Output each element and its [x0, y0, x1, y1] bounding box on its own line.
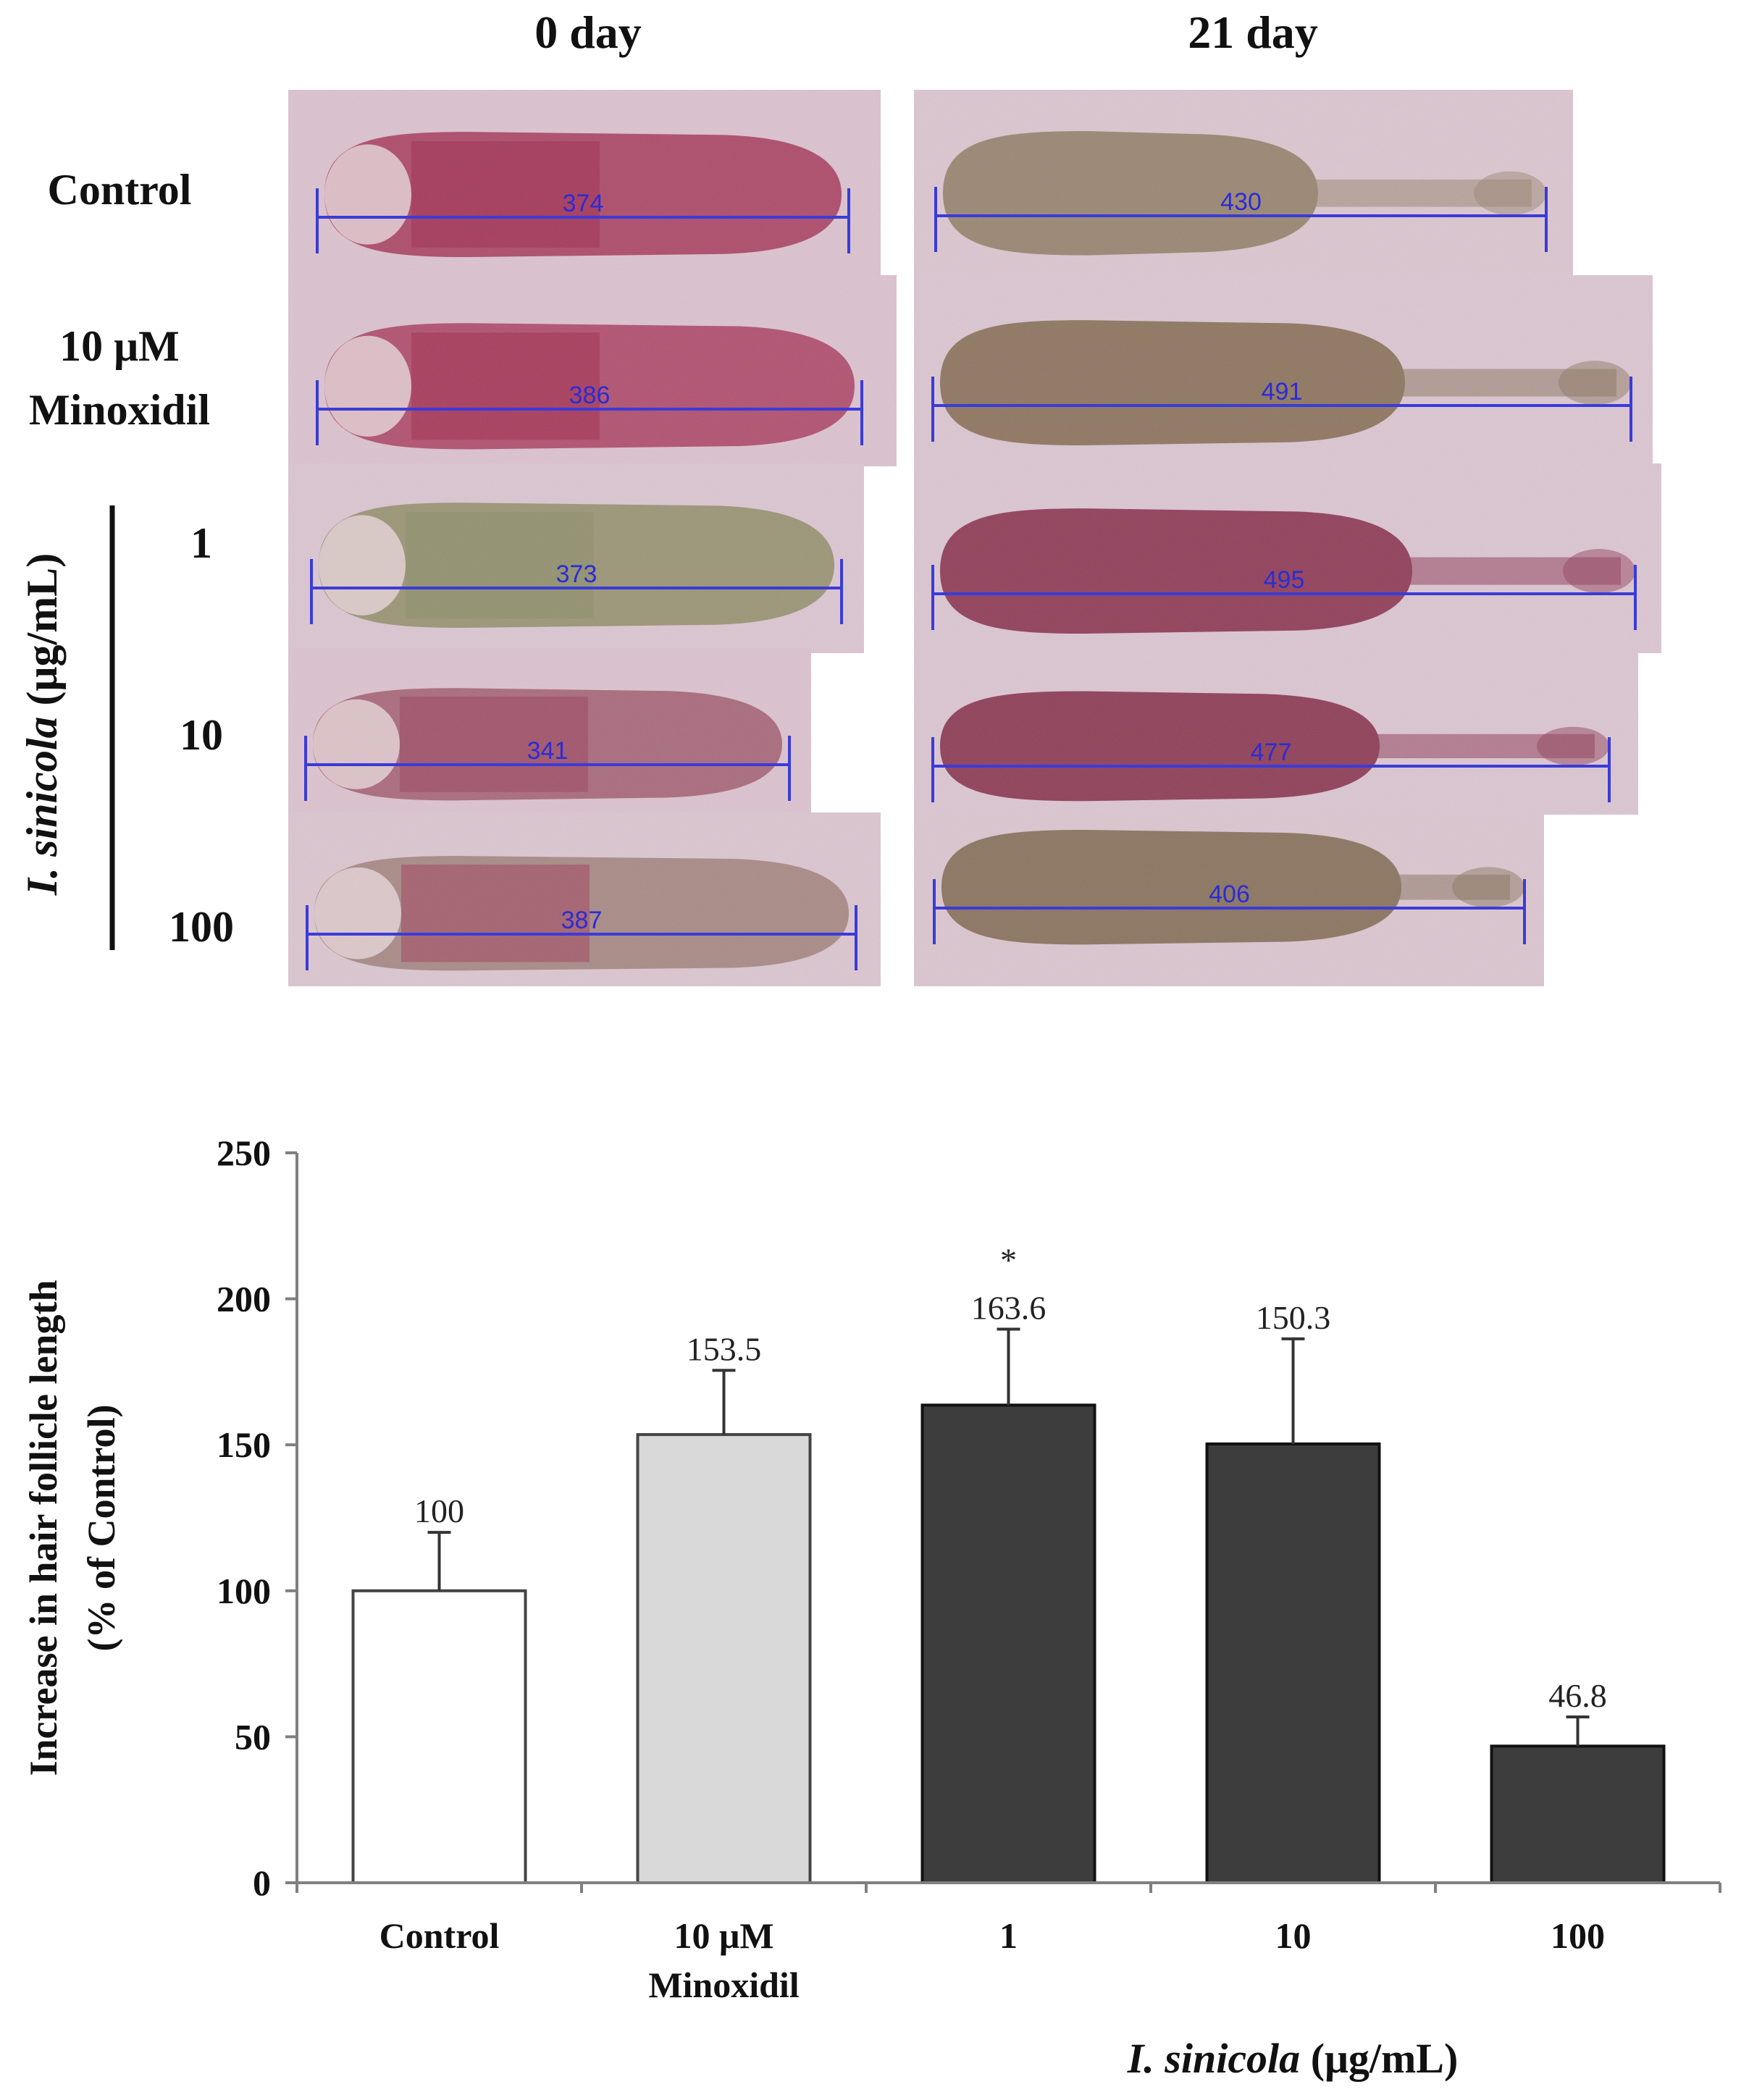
micrograph-day21-row-3: 495 — [914, 463, 1661, 653]
micrograph-panel: 0 day 21 day Control 10 μM Minoxidil 1 1… — [18, 7, 1661, 986]
measurement-value: 373 — [556, 560, 597, 588]
micrograph-images: 374 386 373 341 387 430 491 495 477 406 — [288, 90, 1661, 986]
micrograph-day21-row-5: 406 — [914, 812, 1544, 986]
measurement-value: 406 — [1209, 881, 1250, 908]
micrograph-day0-row-3: 373 — [288, 463, 864, 653]
x-tick-label: Minoxidil — [648, 1965, 799, 2005]
measurement-value: 477 — [1251, 739, 1292, 766]
y-tick-label: 200 — [217, 1279, 271, 1319]
bar-2 — [636, 1433, 812, 1884]
measurement-value: 495 — [1264, 566, 1305, 594]
row-label-minoxidil-dose: 10 μM — [59, 322, 180, 370]
data-label: 153.5 — [687, 1330, 762, 1367]
measurement-value: 491 — [1262, 378, 1303, 406]
bar-1 — [351, 1589, 527, 1885]
micrograph-day21-row-4: 477 — [914, 648, 1638, 815]
micrograph-texture — [288, 275, 897, 466]
data-label: 46.8 — [1548, 1677, 1607, 1714]
x-tick-label: 10 μM — [674, 1915, 773, 1956]
micrograph-day0-row-5: 387 — [288, 812, 881, 986]
measurement-value: 386 — [569, 382, 611, 409]
measurement-value: 374 — [563, 190, 604, 217]
micrograph-day21-row-1: 430 — [914, 90, 1573, 278]
dose-group-separator — [18, 705, 66, 716]
y-axis-ticks: 0 50 100 150 200 250 — [217, 1133, 297, 1903]
measurement-value: 387 — [561, 907, 603, 934]
dose-group-species: I. sinicola — [18, 716, 66, 896]
bar-3 — [920, 1403, 1096, 1884]
column-header-0-day: 0 day — [534, 7, 642, 58]
row-label-dose-100: 100 — [169, 903, 234, 951]
x-axis-label: I. sinicola (μg/mL) — [1127, 2035, 1459, 2082]
micrograph-texture — [914, 812, 1544, 986]
row-label-control: Control — [48, 166, 192, 214]
micrograph-texture — [914, 463, 1661, 653]
column-header-21-day: 21 day — [1188, 7, 1318, 58]
measurement-value: 341 — [527, 737, 569, 765]
y-axis-label-line2: (% of Control) — [80, 1405, 123, 1652]
y-tick-label: 50 — [235, 1716, 271, 1757]
x-axis-categories: Control 10 μM Minoxidil 1 10 100 — [295, 1883, 1721, 2005]
y-axis-label-line1: Increase in hair follicle length — [22, 1280, 65, 1776]
x-axis-label-unit: (μg/mL) — [1300, 2035, 1458, 2082]
y-tick-label: 0 — [253, 1862, 271, 1903]
micrograph-texture — [914, 648, 1638, 815]
x-tick-label: Control — [379, 1915, 500, 1956]
row-label-minoxidil: Minoxidil — [29, 386, 210, 434]
micrograph-day0-row-1: 374 — [288, 90, 881, 280]
x-tick-label: 10 — [1275, 1915, 1312, 1956]
row-label-dose-10: 10 — [180, 711, 223, 759]
y-tick-label: 150 — [217, 1424, 271, 1465]
micrograph-texture — [914, 275, 1653, 465]
row-label-dose-1: 1 — [190, 519, 212, 567]
x-axis-label-species: I. sinicola — [1127, 2035, 1301, 2082]
bar-5 — [1490, 1744, 1666, 1885]
micrograph-day21-row-2: 491 — [914, 275, 1653, 465]
x-tick-label: 100 — [1551, 1915, 1605, 1956]
dose-group-unit: (μg/mL) — [18, 553, 66, 706]
micrograph-texture — [288, 463, 864, 653]
dose-group-label: I. sinicola (μg/mL) — [18, 553, 66, 896]
x-tick-label: 1 — [999, 1915, 1018, 1956]
measurement-value: 430 — [1220, 188, 1262, 216]
micrograph-texture — [288, 90, 881, 280]
y-tick-label: 100 — [217, 1571, 271, 1611]
micrograph-texture — [288, 812, 881, 986]
micrograph-texture — [288, 648, 811, 818]
bar-4 — [1205, 1442, 1381, 1884]
data-label: 150.3 — [1256, 1299, 1331, 1336]
micrograph-texture — [914, 90, 1573, 278]
micrograph-day0-row-2: 386 — [288, 275, 897, 466]
micrograph-day0-row-4: 341 — [288, 648, 811, 818]
data-label: 163.6 — [971, 1290, 1047, 1327]
significance-marker: * — [1000, 1242, 1017, 1279]
y-tick-label: 250 — [217, 1133, 271, 1173]
bars: 100 153.5 163.6 * 150.3 46.8 — [351, 1242, 1666, 1885]
data-label: 100 — [414, 1492, 464, 1529]
